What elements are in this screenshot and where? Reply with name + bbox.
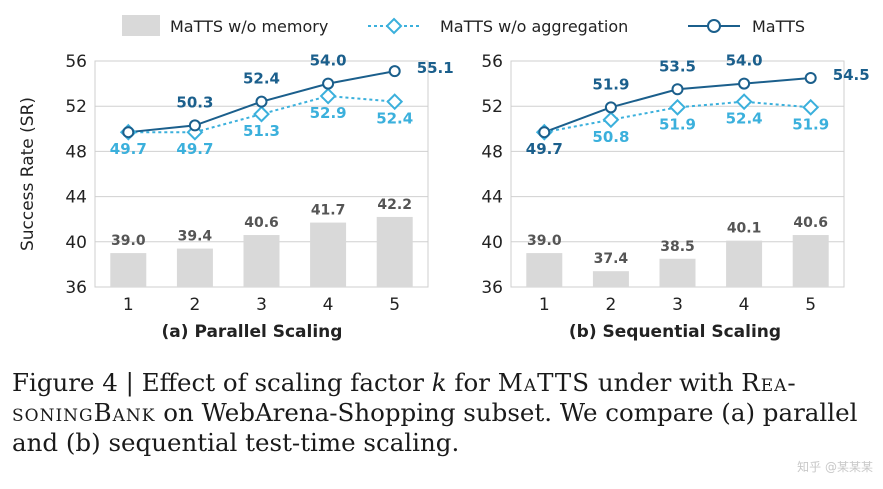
legend-label-no-aggregation: MaTTS w/o aggregation <box>440 17 628 36</box>
y-axis-label: Success Rate (SR) <box>18 97 38 251</box>
value-label-no-aggregation-sequential: 51.9 <box>792 115 829 133</box>
legend-swatch-no-memory <box>122 15 160 36</box>
bar-value-label-parallel: 39.0 <box>111 233 146 249</box>
point-matts-parallel <box>388 65 401 78</box>
x-tick-label-parallel: 4 <box>323 295 334 315</box>
bar-parallel <box>110 253 147 287</box>
x-tick-label-parallel: 3 <box>256 295 267 315</box>
value-label-matts-sequential: 54.0 <box>726 52 763 70</box>
point-matts-sequential <box>538 126 551 139</box>
value-label-matts-parallel: 50.3 <box>176 93 213 111</box>
x-tick-label-parallel: 1 <box>123 295 134 315</box>
y-tick-label-parallel: 56 <box>65 52 87 72</box>
legend-marker-matts <box>707 19 721 33</box>
value-label-no-aggregation-sequential: 50.8 <box>592 128 629 146</box>
series-line-no-aggregation-sequential <box>544 100 811 134</box>
point-no-aggregation-parallel <box>319 87 337 105</box>
value-label-no-aggregation-parallel: 52.4 <box>376 110 413 128</box>
y-tick-label-parallel: 40 <box>65 233 87 253</box>
value-label-matts-parallel: 55.1 <box>417 59 454 77</box>
bar-value-label-sequential: 38.5 <box>660 239 695 255</box>
point-matts-sequential <box>604 101 617 114</box>
value-label-matts-sequential: 51.9 <box>592 75 629 93</box>
bar-parallel <box>176 248 213 287</box>
x-tick-label-sequential: 3 <box>672 295 683 315</box>
x-tick-label-parallel: 5 <box>389 295 400 315</box>
value-label-matts-parallel: 52.4 <box>243 70 280 88</box>
y-tick-label-sequential: 56 <box>481 52 503 72</box>
y-tick-label-sequential: 44 <box>481 188 503 208</box>
x-tick-label-sequential: 5 <box>805 295 816 315</box>
value-label-no-aggregation-parallel: 52.9 <box>310 104 347 122</box>
value-label-no-aggregation-parallel: 49.7 <box>110 140 147 158</box>
watermark: 知乎 @某某某 <box>797 460 873 474</box>
point-matts-parallel <box>188 119 201 132</box>
x-tick-label-sequential: 4 <box>739 295 750 315</box>
bar-sequential <box>792 235 829 287</box>
point-matts-sequential <box>671 83 684 96</box>
point-no-aggregation-sequential <box>735 93 753 111</box>
legend-label-no-memory: MaTTS w/o memory <box>170 17 328 36</box>
point-no-aggregation-sequential <box>669 98 686 116</box>
point-no-aggregation-sequential <box>802 98 820 116</box>
bar-value-label-sequential: 40.1 <box>727 221 762 237</box>
y-tick-label-sequential: 40 <box>481 233 503 253</box>
panel-title-sequential: (b) Sequential Scaling <box>569 322 781 342</box>
legend-label-matts: MaTTS <box>752 17 805 36</box>
bar-value-label-parallel: 39.4 <box>178 229 213 245</box>
bar-value-label-sequential: 40.6 <box>793 215 828 231</box>
value-label-no-aggregation-sequential: 52.4 <box>726 110 763 128</box>
bar-sequential <box>592 271 629 287</box>
bar-sequential <box>526 253 563 287</box>
bar-value-label-parallel: 41.7 <box>311 203 346 219</box>
y-tick-label-parallel: 44 <box>65 188 87 208</box>
y-tick-label-parallel: 36 <box>65 278 87 298</box>
legend-marker-no-aggregation <box>385 17 403 35</box>
y-tick-label-sequential: 52 <box>481 97 503 117</box>
series-line-no-aggregation-parallel <box>128 95 395 134</box>
bar-value-label-sequential: 39.0 <box>527 233 562 249</box>
value-label-no-aggregation-sequential: 51.9 <box>659 115 696 133</box>
bar-value-label-parallel: 42.2 <box>377 197 412 213</box>
value-label-no-aggregation-parallel: 49.7 <box>176 140 213 158</box>
point-matts-sequential <box>804 71 817 84</box>
value-label-matts-parallel: 54.0 <box>310 52 347 70</box>
value-label-matts-sequential: 49.7 <box>526 140 563 158</box>
value-label-no-aggregation-parallel: 51.3 <box>243 122 280 140</box>
x-tick-label-sequential: 2 <box>605 295 616 315</box>
point-matts-parallel <box>122 126 135 139</box>
y-tick-label-sequential: 36 <box>481 278 503 298</box>
bar-sequential <box>659 258 696 287</box>
y-tick-label-parallel: 52 <box>65 97 87 117</box>
point-matts-parallel <box>322 77 335 90</box>
point-matts-parallel <box>255 95 268 108</box>
point-matts-sequential <box>738 77 751 90</box>
x-tick-label-sequential: 1 <box>539 295 550 315</box>
y-tick-label-sequential: 48 <box>481 142 503 162</box>
point-no-aggregation-sequential <box>602 111 620 129</box>
bar-sequential <box>726 240 763 287</box>
point-no-aggregation-parallel <box>386 93 404 111</box>
bar-parallel <box>376 216 413 287</box>
bar-parallel <box>310 222 347 287</box>
y-tick-label-parallel: 48 <box>65 142 87 162</box>
value-label-matts-sequential: 53.5 <box>659 57 696 75</box>
bar-parallel <box>243 235 280 287</box>
figure-caption: Figure 4 | Effect of scaling factor k fo… <box>12 368 858 457</box>
figure-canvas: MaTTS w/o memory MaTTS w/o aggregation MaT… <box>18 15 870 342</box>
bar-value-label-parallel: 40.6 <box>244 215 279 231</box>
x-tick-label-parallel: 2 <box>189 295 200 315</box>
point-no-aggregation-parallel <box>253 105 270 123</box>
value-label-matts-sequential: 54.5 <box>833 66 870 84</box>
panel-title-parallel: (a) Parallel Scaling <box>162 322 343 342</box>
bar-value-label-sequential: 37.4 <box>594 251 629 267</box>
